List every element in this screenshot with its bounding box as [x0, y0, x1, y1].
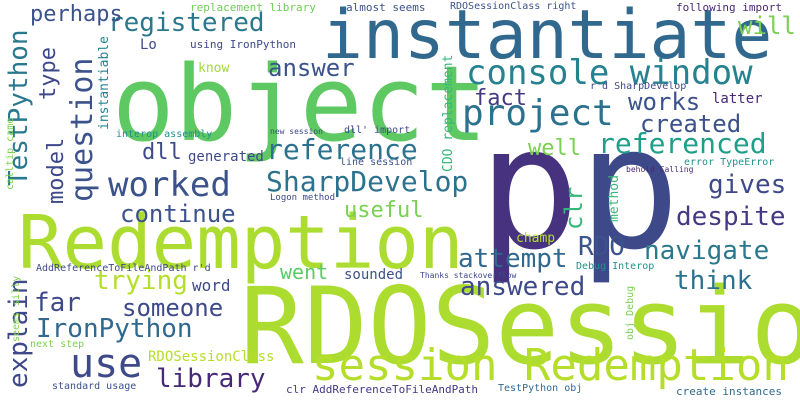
word-calltip-came: calltip came	[5, 117, 16, 190]
word-answered: answered	[460, 272, 586, 302]
word-perhaps: perhaps	[30, 2, 123, 27]
word-seems-silly: seems silly	[11, 275, 22, 342]
word-debug-interop: Debug Interop	[576, 261, 655, 272]
word-reference: reference	[266, 133, 418, 166]
word-interop-assembly: interop assembly	[116, 129, 213, 140]
word-standard-usage: standard usage	[52, 381, 137, 392]
word-project: project	[462, 93, 614, 134]
word-using-ironpython: using IronPython	[190, 38, 296, 51]
word-testpython-obj: TestPython obj	[498, 383, 583, 394]
word-replacement-library: replacement library	[190, 1, 316, 14]
word-answer: answer	[268, 54, 355, 82]
word-logon-method: Logon method	[270, 193, 336, 203]
word-obj-debug: obj Debug	[625, 285, 636, 340]
word-created: created	[640, 110, 742, 138]
word-ironpython: IronPython	[36, 314, 193, 344]
word-sharpdevelop: SharpDevelop	[266, 165, 469, 198]
word-champ: champ	[516, 231, 556, 246]
word-gives: gives	[708, 170, 787, 200]
word-use: use	[70, 341, 143, 387]
word-instantiable: instantiable	[97, 36, 112, 130]
word-despite: despite	[676, 202, 786, 232]
word-rdo: RDO	[578, 232, 625, 262]
word-attempt: attempt	[458, 244, 568, 274]
word-dll: dll	[142, 140, 182, 165]
word-new-session: new session	[270, 127, 323, 136]
word-create-instances: create instances	[676, 385, 782, 398]
word-well: well	[528, 136, 581, 161]
word-registered: registered	[108, 8, 265, 38]
word-think: think	[674, 266, 753, 296]
word-useful: useful	[344, 198, 424, 223]
word-addreferencetofileandpath-rd: AddReferenceToFileAndPath r'd	[36, 263, 211, 274]
word-clr: clr	[560, 186, 588, 230]
word-sounded: sounded	[344, 267, 404, 283]
word-clr-addreferencetofileandpath: clr AddReferenceToFileAndPath	[286, 383, 479, 396]
word-worked: worked	[108, 165, 231, 205]
word-session-redemption: session Redemption	[312, 340, 789, 391]
word-went: went	[280, 260, 329, 284]
word-know: know	[198, 61, 230, 76]
word-next-step: next step	[30, 339, 85, 350]
word-far: far	[34, 288, 81, 318]
word-line-session: line session	[340, 157, 413, 168]
word-instantiate: instantiate	[322, 0, 773, 75]
word-following-import: following import	[676, 1, 782, 14]
word-continue: continue	[120, 200, 236, 228]
word-lo: Lo	[140, 37, 157, 53]
word-rdosession: RDOSession	[240, 265, 800, 388]
word-rdosessionclass: RDOSessionClass	[148, 349, 275, 365]
word-almost-seems: almost seems	[346, 1, 426, 14]
word-dll-import: dll' import	[344, 125, 411, 136]
word-question: question	[65, 57, 100, 203]
word-library: library	[156, 364, 266, 394]
word-method: method	[607, 175, 622, 222]
word-model: model	[44, 137, 69, 204]
word-thanks-stackoverflow: Thanks stackoverflow	[420, 271, 517, 280]
word-latter: latter	[712, 91, 763, 107]
word-will: will	[738, 12, 796, 40]
word-rdosessionclass-right: RDOSessionClass right	[450, 1, 577, 12]
word-fact: fact	[474, 86, 527, 111]
word-generated: generated	[188, 149, 264, 165]
word-p-large-2: p	[578, 90, 681, 288]
word-p-large-1: p	[478, 90, 581, 288]
word-redemption: Redemption	[18, 200, 464, 286]
word-referenced: referenced	[598, 127, 767, 160]
word-navigate: navigate	[644, 236, 770, 266]
word-type: type	[36, 47, 61, 100]
word-object: object	[112, 43, 488, 165]
word-cdo-replacement: CDO replacement	[441, 54, 456, 172]
word-behold-calling: behold Calling	[626, 165, 694, 174]
word-works: works	[628, 88, 701, 116]
word-error-typeerror: error TypeError	[684, 157, 775, 168]
word-console-window: console window	[466, 53, 753, 93]
word-someone: someone	[122, 294, 224, 322]
word-trying: trying	[94, 266, 188, 296]
word-rd-sharpdevelop: r'd SharpDevelop	[590, 81, 687, 92]
word-word: word	[192, 276, 231, 295]
